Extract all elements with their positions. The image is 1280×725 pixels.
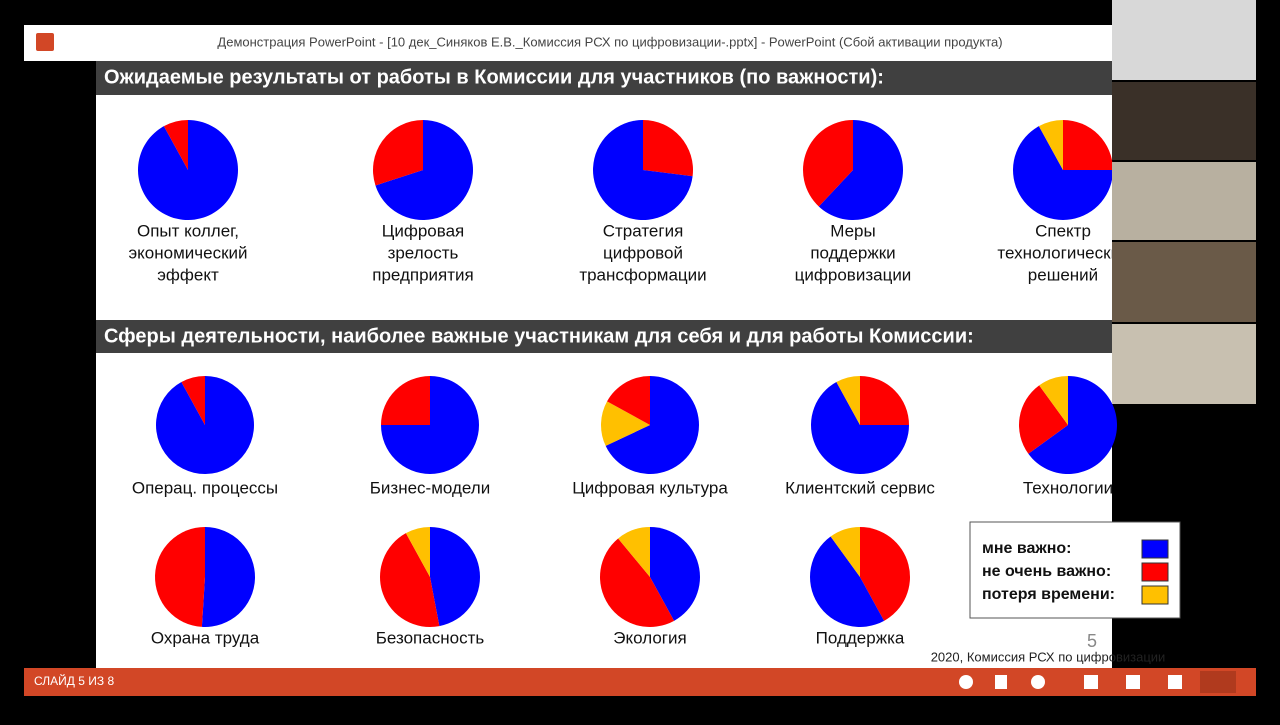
pie-slice <box>802 120 853 207</box>
pie-label: Бизнес-модели <box>370 478 490 497</box>
slideshow-button[interactable] <box>1200 671 1236 693</box>
pie-slice <box>201 526 256 627</box>
video-tile <box>1112 324 1256 404</box>
video-tile <box>1112 242 1256 322</box>
pie-slice <box>155 527 205 627</box>
pie-label: технологических <box>997 243 1129 262</box>
pie-slice <box>1028 376 1117 474</box>
pie-slice <box>810 382 909 474</box>
pie-slice <box>818 120 904 220</box>
pie-slice <box>593 120 693 220</box>
window-title: Демонстрация PowerPoint - [10 дек_Синяко… <box>217 34 1002 49</box>
pie-slice <box>181 376 205 425</box>
legend-label: мне важно: <box>982 540 1071 557</box>
legend-swatch <box>1141 562 1169 582</box>
legend-label: потеря времени: <box>982 586 1115 603</box>
pie-slice <box>643 120 693 177</box>
pie-slice <box>810 536 885 627</box>
title-bar <box>24 25 1256 61</box>
pie-label: Стратегия <box>603 221 684 240</box>
pie-slice <box>163 120 188 170</box>
pie-slice <box>618 527 650 577</box>
pie-slice <box>605 376 699 474</box>
pie-slice <box>600 538 675 627</box>
pie-slice <box>380 533 440 628</box>
pie-slice <box>860 376 909 425</box>
video-tile <box>1112 82 1256 160</box>
pie-slice <box>1063 120 1113 170</box>
status-text: СЛАЙД 5 ИЗ 8 <box>34 673 114 688</box>
slide-number: 5 <box>1087 631 1097 651</box>
pie-label: трансформации <box>579 265 706 284</box>
pie-slice <box>1018 385 1068 454</box>
footer: 2020, Комиссия РСХ по цифровизации <box>931 649 1166 664</box>
pie-slice <box>1013 126 1113 220</box>
pie-slice <box>405 527 430 577</box>
heading-band <box>96 320 1112 353</box>
pie-label: Спектр <box>1035 221 1091 240</box>
pie-label: Экология <box>613 628 686 647</box>
pie-slice <box>607 376 650 425</box>
pie-slice <box>156 376 255 474</box>
pie-slice <box>601 401 650 446</box>
pie-label: Опыт коллег, <box>137 221 239 240</box>
legend-swatch <box>1141 539 1169 559</box>
pie-slice <box>650 527 700 621</box>
legend-swatch <box>1141 585 1169 605</box>
toolbar <box>959 671 1236 693</box>
heading: Сферы деятельности, наиболее важные учас… <box>104 325 974 347</box>
pie-label: зрелость <box>388 243 459 262</box>
pie-slice <box>430 527 480 627</box>
pie-slice <box>381 376 430 425</box>
heading-band <box>96 61 1112 95</box>
pie-slice <box>830 527 860 577</box>
video-tile <box>1112 162 1256 240</box>
pie-slice <box>1038 120 1063 170</box>
pie-slice <box>1039 376 1068 425</box>
status-bar <box>24 668 1256 696</box>
pie-slice <box>836 376 860 425</box>
pie-slice <box>138 120 239 220</box>
pie-label: Цифровая <box>382 221 464 240</box>
pie-label: Охрана труда <box>151 628 260 647</box>
pie-slice <box>372 120 424 186</box>
video-panel <box>1112 0 1256 404</box>
legend-label: не очень важно: <box>982 563 1111 580</box>
pie-slice <box>375 120 473 220</box>
pie-label: предприятия <box>372 265 474 284</box>
heading: Ожидаемые результаты от работы в Комисси… <box>104 66 884 88</box>
pie-label: Безопасность <box>376 628 485 647</box>
pie-label: цифровой <box>603 243 683 262</box>
normal-view[interactable] <box>1084 675 1098 689</box>
pie-label: поддержки <box>810 243 895 262</box>
pie-slice <box>860 527 910 621</box>
pie-label: Цифровая культура <box>572 478 728 497</box>
pie-label: Операц. процессы <box>132 478 278 497</box>
reading-view[interactable] <box>1168 675 1182 689</box>
notes-button[interactable] <box>995 675 1007 689</box>
pie-label: цифровизации <box>795 265 912 284</box>
pie-label: Клиентский сервис <box>785 478 935 497</box>
next-button[interactable] <box>1031 675 1045 689</box>
video-tile <box>1112 0 1256 80</box>
pie-label: экономический <box>128 243 247 262</box>
pie-label: эффект <box>157 265 219 284</box>
app-icon <box>36 33 54 51</box>
pie-label: Меры <box>830 221 875 240</box>
pie-label: Технологии <box>1023 478 1113 497</box>
pie-label: решений <box>1028 265 1098 284</box>
prev-button[interactable] <box>959 675 973 689</box>
sorter-view[interactable] <box>1126 675 1140 689</box>
pie-label: Поддержка <box>816 628 905 647</box>
